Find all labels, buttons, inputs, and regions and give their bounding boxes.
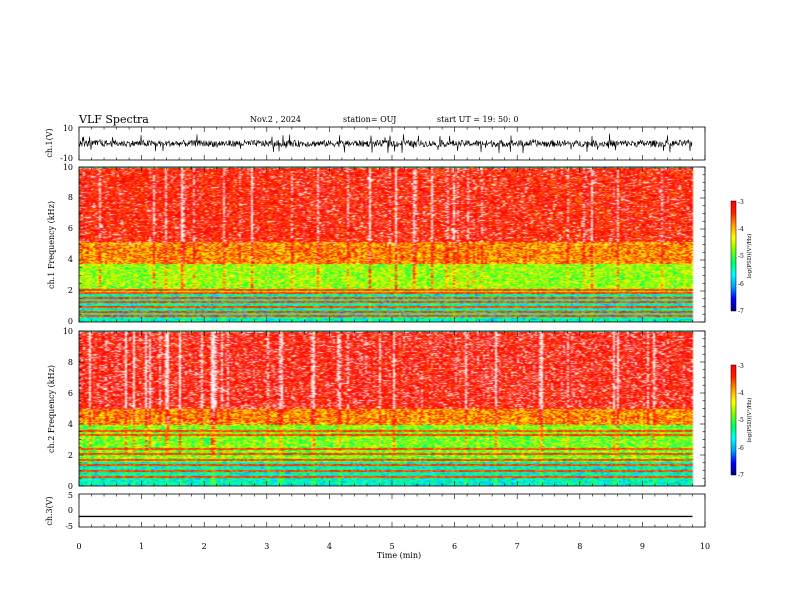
ch1-spec-ytick-10: 10 bbox=[63, 163, 73, 172]
xtick-label-3: 3 bbox=[264, 542, 269, 551]
ch2-colorbar-gradient bbox=[731, 365, 736, 475]
ch2-cb-tick-4: -4 bbox=[738, 390, 744, 397]
ch1-spectrogram-image bbox=[79, 167, 705, 322]
xtick-label-5: 5 bbox=[389, 542, 394, 551]
ch3-ytick-0: 0 bbox=[68, 506, 73, 515]
ch2-spectrogram-image bbox=[79, 331, 705, 486]
date-label: Nov.2 , 2024 bbox=[250, 115, 301, 124]
ch2-colorbar-frame bbox=[730, 364, 737, 476]
ch1-cb-tick-6: -6 bbox=[738, 281, 744, 288]
ch1-waveform-line bbox=[78, 133, 693, 154]
ch3-waveform-panel: 5 0 -5 ch.3(V) bbox=[45, 491, 706, 531]
ch2-spec-ytick-6: 6 bbox=[68, 389, 73, 398]
ch1-waveform-panel: 10 -10 ch.1(V) bbox=[45, 124, 706, 163]
xtick-label-2: 2 bbox=[202, 542, 207, 551]
ch1-spectrogram-panel: 0 2 4 6 8 10 ch.1 Frequency (kHz) bbox=[47, 163, 706, 326]
xtick-label-10: 10 bbox=[700, 542, 710, 551]
x-axis-label: Time (min) bbox=[377, 551, 421, 560]
xtick-label-9: 9 bbox=[640, 542, 645, 551]
station-label: station= OUJ bbox=[343, 115, 396, 124]
ch1-spectrogram-ylabel: ch.1 Frequency (kHz) bbox=[47, 201, 56, 289]
ch1-waveform-ylabel: ch.1(V) bbox=[45, 128, 54, 157]
xtick-label-4: 4 bbox=[327, 542, 332, 551]
start-time-label: start UT = 19: 50: 0 bbox=[437, 115, 518, 124]
ch1-spectrogram-yticks: 0 2 4 6 8 10 bbox=[63, 163, 73, 326]
ch3-ytick-minus5: -5 bbox=[65, 522, 73, 531]
xtick-label-6: 6 bbox=[452, 542, 457, 551]
ch2-spec-ytick-0: 0 bbox=[68, 482, 73, 491]
ch2-cb-tick-6: -6 bbox=[738, 445, 744, 452]
ch2-colorbar-label: log(PSD)(V²/Hz) bbox=[746, 398, 753, 443]
ch1-spec-ytick-8: 8 bbox=[68, 193, 73, 202]
xtick-label-7: 7 bbox=[515, 542, 520, 551]
figure-title: VLF Spectra bbox=[78, 113, 149, 126]
ch2-colorbar: -3 -4 -5 -6 -7 log(PSD)(V²/Hz) bbox=[730, 363, 753, 479]
ch1-colorbar-frame bbox=[730, 200, 737, 312]
ch2-cb-tick-7: -7 bbox=[738, 472, 744, 479]
ch1-cb-tick-7: -7 bbox=[738, 308, 744, 315]
ch1-spec-ytick-2: 2 bbox=[68, 286, 73, 295]
ch1-cb-tick-5: -5 bbox=[738, 253, 744, 260]
ch1-spec-ytick-4: 4 bbox=[68, 255, 73, 264]
ch2-spectrogram-ylabel: ch.2 Frequency (kHz) bbox=[47, 365, 56, 453]
ch2-spec-ytick-2: 2 bbox=[68, 451, 73, 460]
ch3-ytick-5: 5 bbox=[68, 491, 73, 500]
ch2-cb-tick-5: -5 bbox=[738, 417, 744, 424]
ch1-spec-ytick-6: 6 bbox=[68, 224, 73, 233]
xtick-label-0: 0 bbox=[76, 542, 81, 551]
xtick-label-1: 1 bbox=[139, 542, 144, 551]
ch1-ytick-top: 10 bbox=[63, 124, 73, 133]
ch2-spec-ytick-4: 4 bbox=[68, 420, 73, 429]
ch1-colorbar-label: log(PSD)(V²/Hz) bbox=[746, 234, 753, 279]
ch2-spec-ytick-10: 10 bbox=[63, 327, 73, 336]
ch1-colorbar-gradient bbox=[731, 201, 736, 311]
ch1-spec-ytick-0: 0 bbox=[68, 317, 73, 326]
ch3-waveform-ylabel: ch.3(V) bbox=[45, 496, 54, 525]
x-axis-tick-labels: 0 1 2 3 4 5 6 7 8 9 10 bbox=[76, 542, 710, 551]
ch1-colorbar: -3 -4 -5 -6 -7 log(PSD)(V²/Hz) bbox=[730, 199, 753, 315]
xtick-label-8: 8 bbox=[577, 542, 582, 551]
ch2-spec-ytick-8: 8 bbox=[68, 358, 73, 367]
ch1-cb-tick-4: -4 bbox=[738, 226, 744, 233]
ch2-spectrogram-panel: 0 2 4 6 8 10 ch.2 Frequency (kHz) bbox=[47, 327, 706, 491]
ch1-ytick-bottom: -10 bbox=[60, 154, 73, 163]
ch2-cb-tick-3: -3 bbox=[738, 363, 744, 370]
x-axis-ticks bbox=[78, 127, 706, 527]
ch1-cb-tick-3: -3 bbox=[738, 199, 744, 206]
